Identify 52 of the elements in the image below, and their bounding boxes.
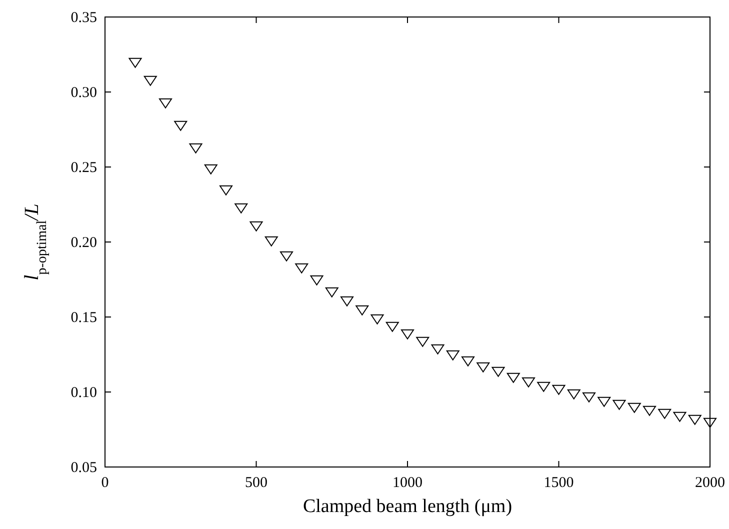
x-tick-label: 0	[101, 475, 109, 491]
point	[325, 287, 338, 298]
point	[582, 392, 596, 402]
point	[264, 236, 278, 246]
point	[280, 251, 293, 262]
point	[189, 143, 202, 154]
point	[370, 314, 384, 324]
point	[144, 76, 157, 86]
point	[643, 406, 656, 416]
x-axis-title: Clamped beam length (μm)	[302, 496, 512, 517]
point	[673, 412, 686, 422]
y-tick-label: 0.20	[70, 235, 97, 251]
y-tick-label: 0.05	[70, 460, 97, 476]
point	[598, 396, 611, 407]
x-tick-label: 500	[245, 475, 268, 491]
y-tick-label: 0.35	[70, 10, 97, 26]
point	[492, 366, 505, 377]
point	[250, 221, 263, 232]
point	[174, 120, 188, 131]
point	[552, 384, 566, 395]
point	[704, 418, 716, 428]
point	[128, 58, 142, 68]
point	[431, 344, 444, 354]
point	[204, 164, 218, 174]
point	[310, 275, 324, 286]
y-tick-label: 0.10	[70, 385, 97, 401]
point	[234, 203, 248, 214]
point	[295, 263, 308, 274]
x-tick-label: 1500	[544, 475, 574, 491]
y-tick-label: 0.30	[70, 85, 97, 101]
point	[567, 389, 580, 400]
point	[416, 336, 430, 347]
point	[537, 382, 550, 392]
y-tick-label: 0.15	[70, 310, 97, 326]
point	[462, 356, 474, 366]
point	[612, 400, 626, 410]
point	[658, 408, 672, 419]
point	[506, 372, 520, 383]
y-tick-label: 0.25	[70, 160, 97, 176]
x-tick-label: 2000	[695, 475, 725, 491]
point	[340, 296, 354, 306]
point	[476, 362, 490, 372]
point	[522, 377, 535, 388]
point	[401, 329, 414, 340]
point	[386, 322, 399, 332]
point	[220, 185, 232, 196]
point	[446, 350, 460, 360]
point	[628, 402, 641, 413]
point	[356, 305, 369, 316]
point	[159, 98, 172, 108]
point	[688, 414, 702, 425]
x-tick-label: 1000	[392, 475, 422, 491]
